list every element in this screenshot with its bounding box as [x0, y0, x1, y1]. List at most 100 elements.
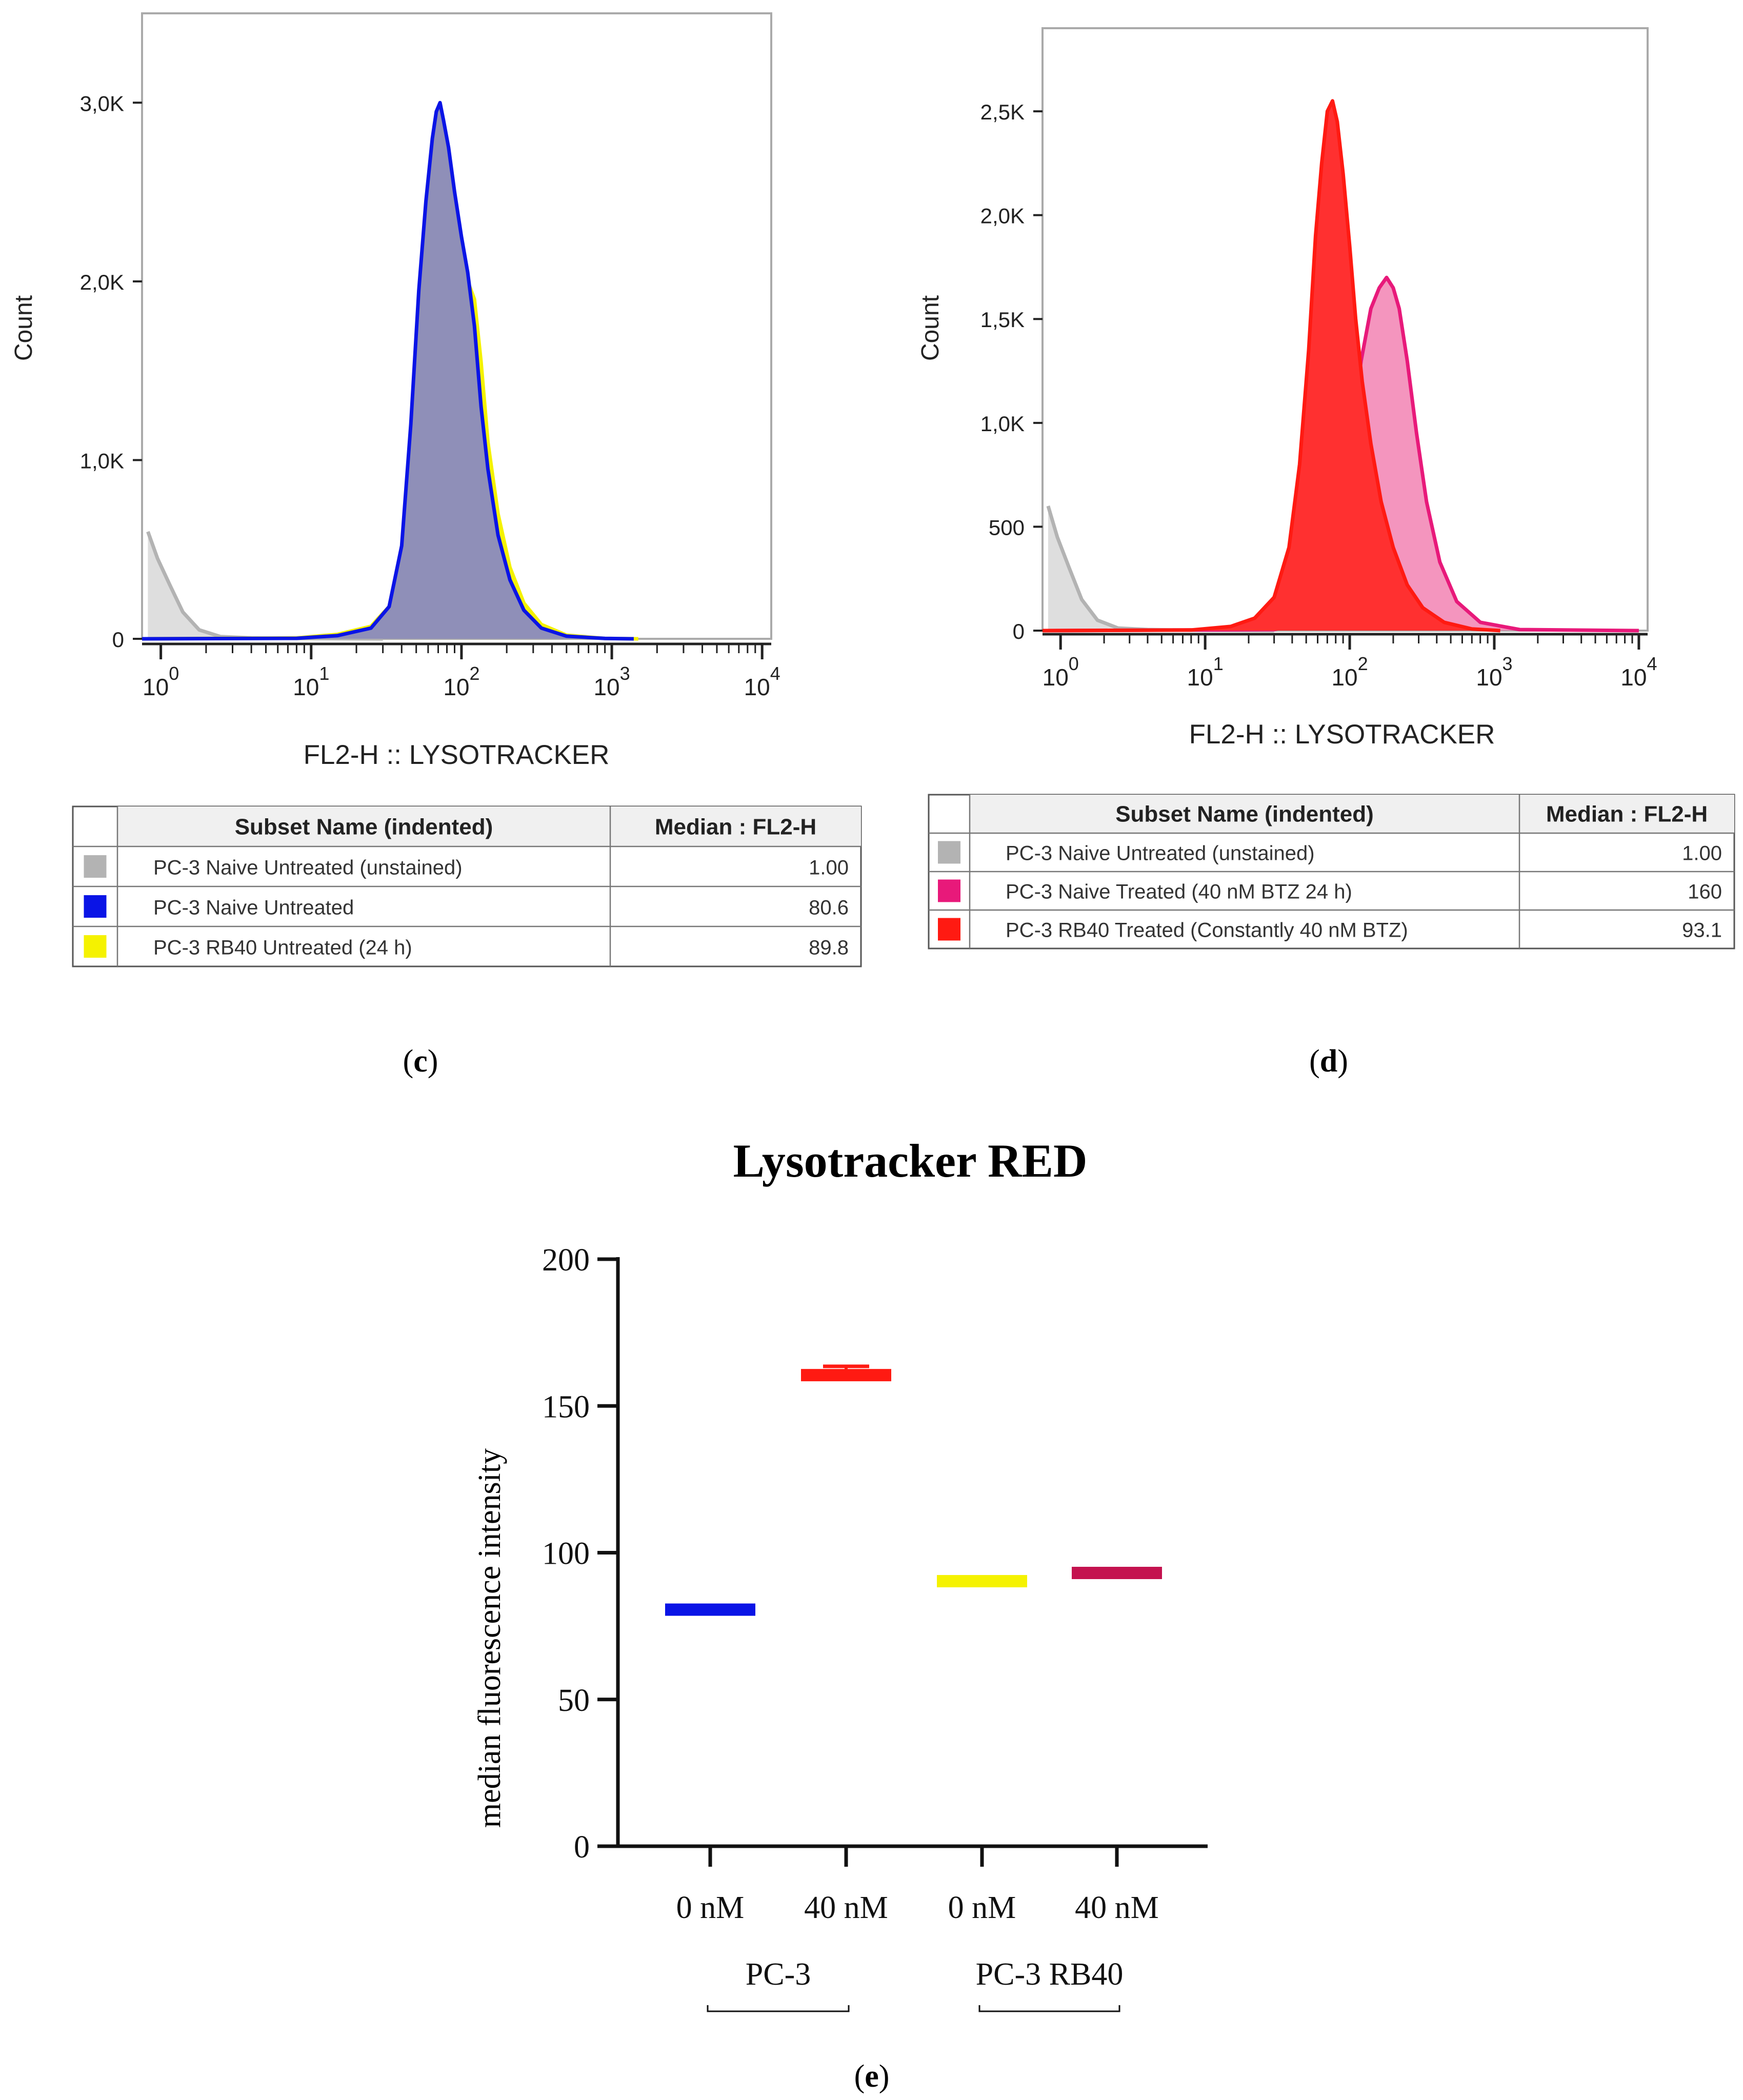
table-header-value: Median : FL2-H: [655, 815, 816, 840]
x-tick-label: 104: [1620, 653, 1657, 691]
panel-label-d: (d): [1309, 1044, 1348, 1079]
x-tick-base: 10: [744, 674, 770, 700]
histogram-fill-0: [1048, 506, 1274, 631]
axes-group-e: 0 50 100 150 200 0 nM 40 nM 0 nM 40 nM PC-3 PC-3 R…: [542, 1243, 1208, 2012]
legend-swatch: [84, 855, 107, 878]
legend-row-name: PC-3 RB40 Untreated (24 h): [153, 937, 412, 959]
legend-row-name: PC-3 Naive Treated (40 nM BTZ 24 h): [1006, 881, 1352, 903]
panel-label-d-close: ): [1337, 1044, 1348, 1079]
table-header-name: Subset Name (indented): [1115, 802, 1374, 827]
table-header-bg: [117, 806, 861, 846]
panel-label-e-close: ): [879, 2059, 890, 2094]
legend-table-c: Subset Name (indented) Median : FL2-H PC-3…: [72, 805, 862, 967]
legend-row-value: 160: [1688, 881, 1722, 903]
legend-row-name: PC-3 Naive Untreated (unstained): [1006, 842, 1315, 865]
x-tick-label: 101: [293, 663, 329, 700]
x-tick-exponent: 0: [1069, 653, 1079, 674]
y-tick-label: 3,0K: [80, 91, 124, 115]
x-tick-label: 40 nM: [804, 1890, 888, 1925]
x-tick-exponent: 0: [169, 663, 179, 684]
y-tick-label: 150: [542, 1389, 590, 1424]
table-header-bg: [970, 795, 1734, 833]
legend-swatch: [84, 895, 107, 918]
group-label: PC-3: [746, 1957, 811, 1992]
ylabel-d: Count: [917, 295, 944, 361]
y-tick-label: 1,0K: [80, 449, 124, 473]
y-tick-label: 200: [542, 1243, 590, 1278]
legend-row-value: 1.00: [809, 857, 849, 879]
legend-row-value: 1.00: [1682, 842, 1722, 865]
y-tick-label: 2,0K: [980, 204, 1025, 228]
median-marker: [665, 1603, 755, 1616]
x-tick-base: 10: [143, 674, 169, 700]
series-group-d: [1042, 99, 1639, 633]
x-tick-exponent: 3: [620, 663, 630, 684]
x-tick-label: 103: [593, 663, 630, 700]
x-tick-exponent: 2: [1358, 653, 1368, 674]
x-tick-exponent: 2: [469, 663, 479, 684]
x-tick-base: 10: [1187, 664, 1213, 691]
y-tick-label: 0: [112, 628, 124, 652]
legend-table-d: Subset Name (indented) Median : FL2-H PC-3…: [928, 794, 1735, 950]
panel-label-c-open: (: [403, 1044, 414, 1079]
panel-label-c: (c): [403, 1044, 438, 1079]
legend-row-value: 93.1: [1682, 919, 1722, 942]
x-tick-base: 10: [293, 674, 319, 700]
x-tick-label: 101: [1187, 653, 1224, 691]
median-marker: [937, 1575, 1027, 1588]
x-tick-base: 10: [1620, 664, 1647, 691]
x-tick-base: 10: [1043, 664, 1069, 691]
x-tick-base: 10: [1476, 664, 1502, 691]
chart-title-e: Lysotracker RED: [733, 1135, 1088, 1187]
y-tick-label: 0: [1013, 619, 1025, 643]
panel-label-c-close: ): [428, 1044, 438, 1079]
xlabel-c: FL2-H :: LYSOTRACKER: [304, 740, 610, 770]
legend-swatch: [938, 918, 960, 941]
median-panel-e: Lysotracker RED median fluorescence inte…: [472, 1135, 1208, 2012]
x-tick-label: 0 nM: [948, 1890, 1016, 1925]
panel-label-d-open: (: [1309, 1044, 1320, 1079]
histogram-fill-0: [148, 531, 383, 639]
xlabel-d: FL2-H :: LYSOTRACKER: [1189, 719, 1495, 750]
legend-row-name: PC-3 Naive Untreated (unstained): [153, 857, 463, 879]
legend-swatch: [938, 841, 960, 864]
x-tick-exponent: 1: [319, 663, 329, 684]
legend-swatch: [84, 935, 107, 958]
legend-swatch: [938, 879, 960, 902]
x-tick-exponent: 3: [1502, 653, 1513, 674]
legend-row-value: 80.6: [809, 897, 849, 919]
median-marker: [801, 1369, 891, 1382]
panel-label-c-letter: c: [413, 1044, 428, 1079]
group-label: PC-3 RB40: [976, 1957, 1124, 1992]
y-tick-label: 2,5K: [980, 100, 1025, 124]
y-tick-label: 1,5K: [980, 308, 1025, 332]
legend-row-name: PC-3 RB40 Treated (Constantly 40 nM BTZ): [1006, 919, 1408, 942]
x-tick-exponent: 4: [770, 663, 780, 684]
y-tick-label: 2,0K: [80, 270, 124, 294]
marks-group-e: [665, 1364, 1162, 1616]
y-tick-label: 0: [574, 1830, 590, 1865]
series-group-c: [142, 100, 638, 641]
median-marker: [1072, 1567, 1162, 1580]
panel-label-e-letter: e: [865, 2059, 879, 2094]
x-tick-base: 10: [593, 674, 619, 700]
x-tick-label: 100: [143, 663, 179, 700]
x-tick-base: 10: [1331, 664, 1357, 691]
x-tick-label: 0 nM: [676, 1890, 745, 1925]
y-tick-label: 500: [989, 515, 1025, 539]
x-tick-label: 103: [1476, 653, 1512, 691]
histogram-line-2: [142, 100, 634, 641]
y-tick-label: 1,0K: [980, 412, 1025, 436]
table-header-value: Median : FL2-H: [1546, 802, 1708, 827]
y-tick-label: 100: [542, 1537, 590, 1571]
panel-label-e: (e): [854, 2059, 890, 2094]
histogram-line-2: [1042, 99, 1500, 633]
legend-row-value: 89.8: [809, 937, 849, 959]
x-tick-label: 40 nM: [1075, 1890, 1159, 1925]
x-tick-label: 102: [1331, 653, 1368, 691]
x-tick-exponent: 4: [1647, 653, 1657, 674]
x-tick-label: 102: [443, 663, 479, 700]
